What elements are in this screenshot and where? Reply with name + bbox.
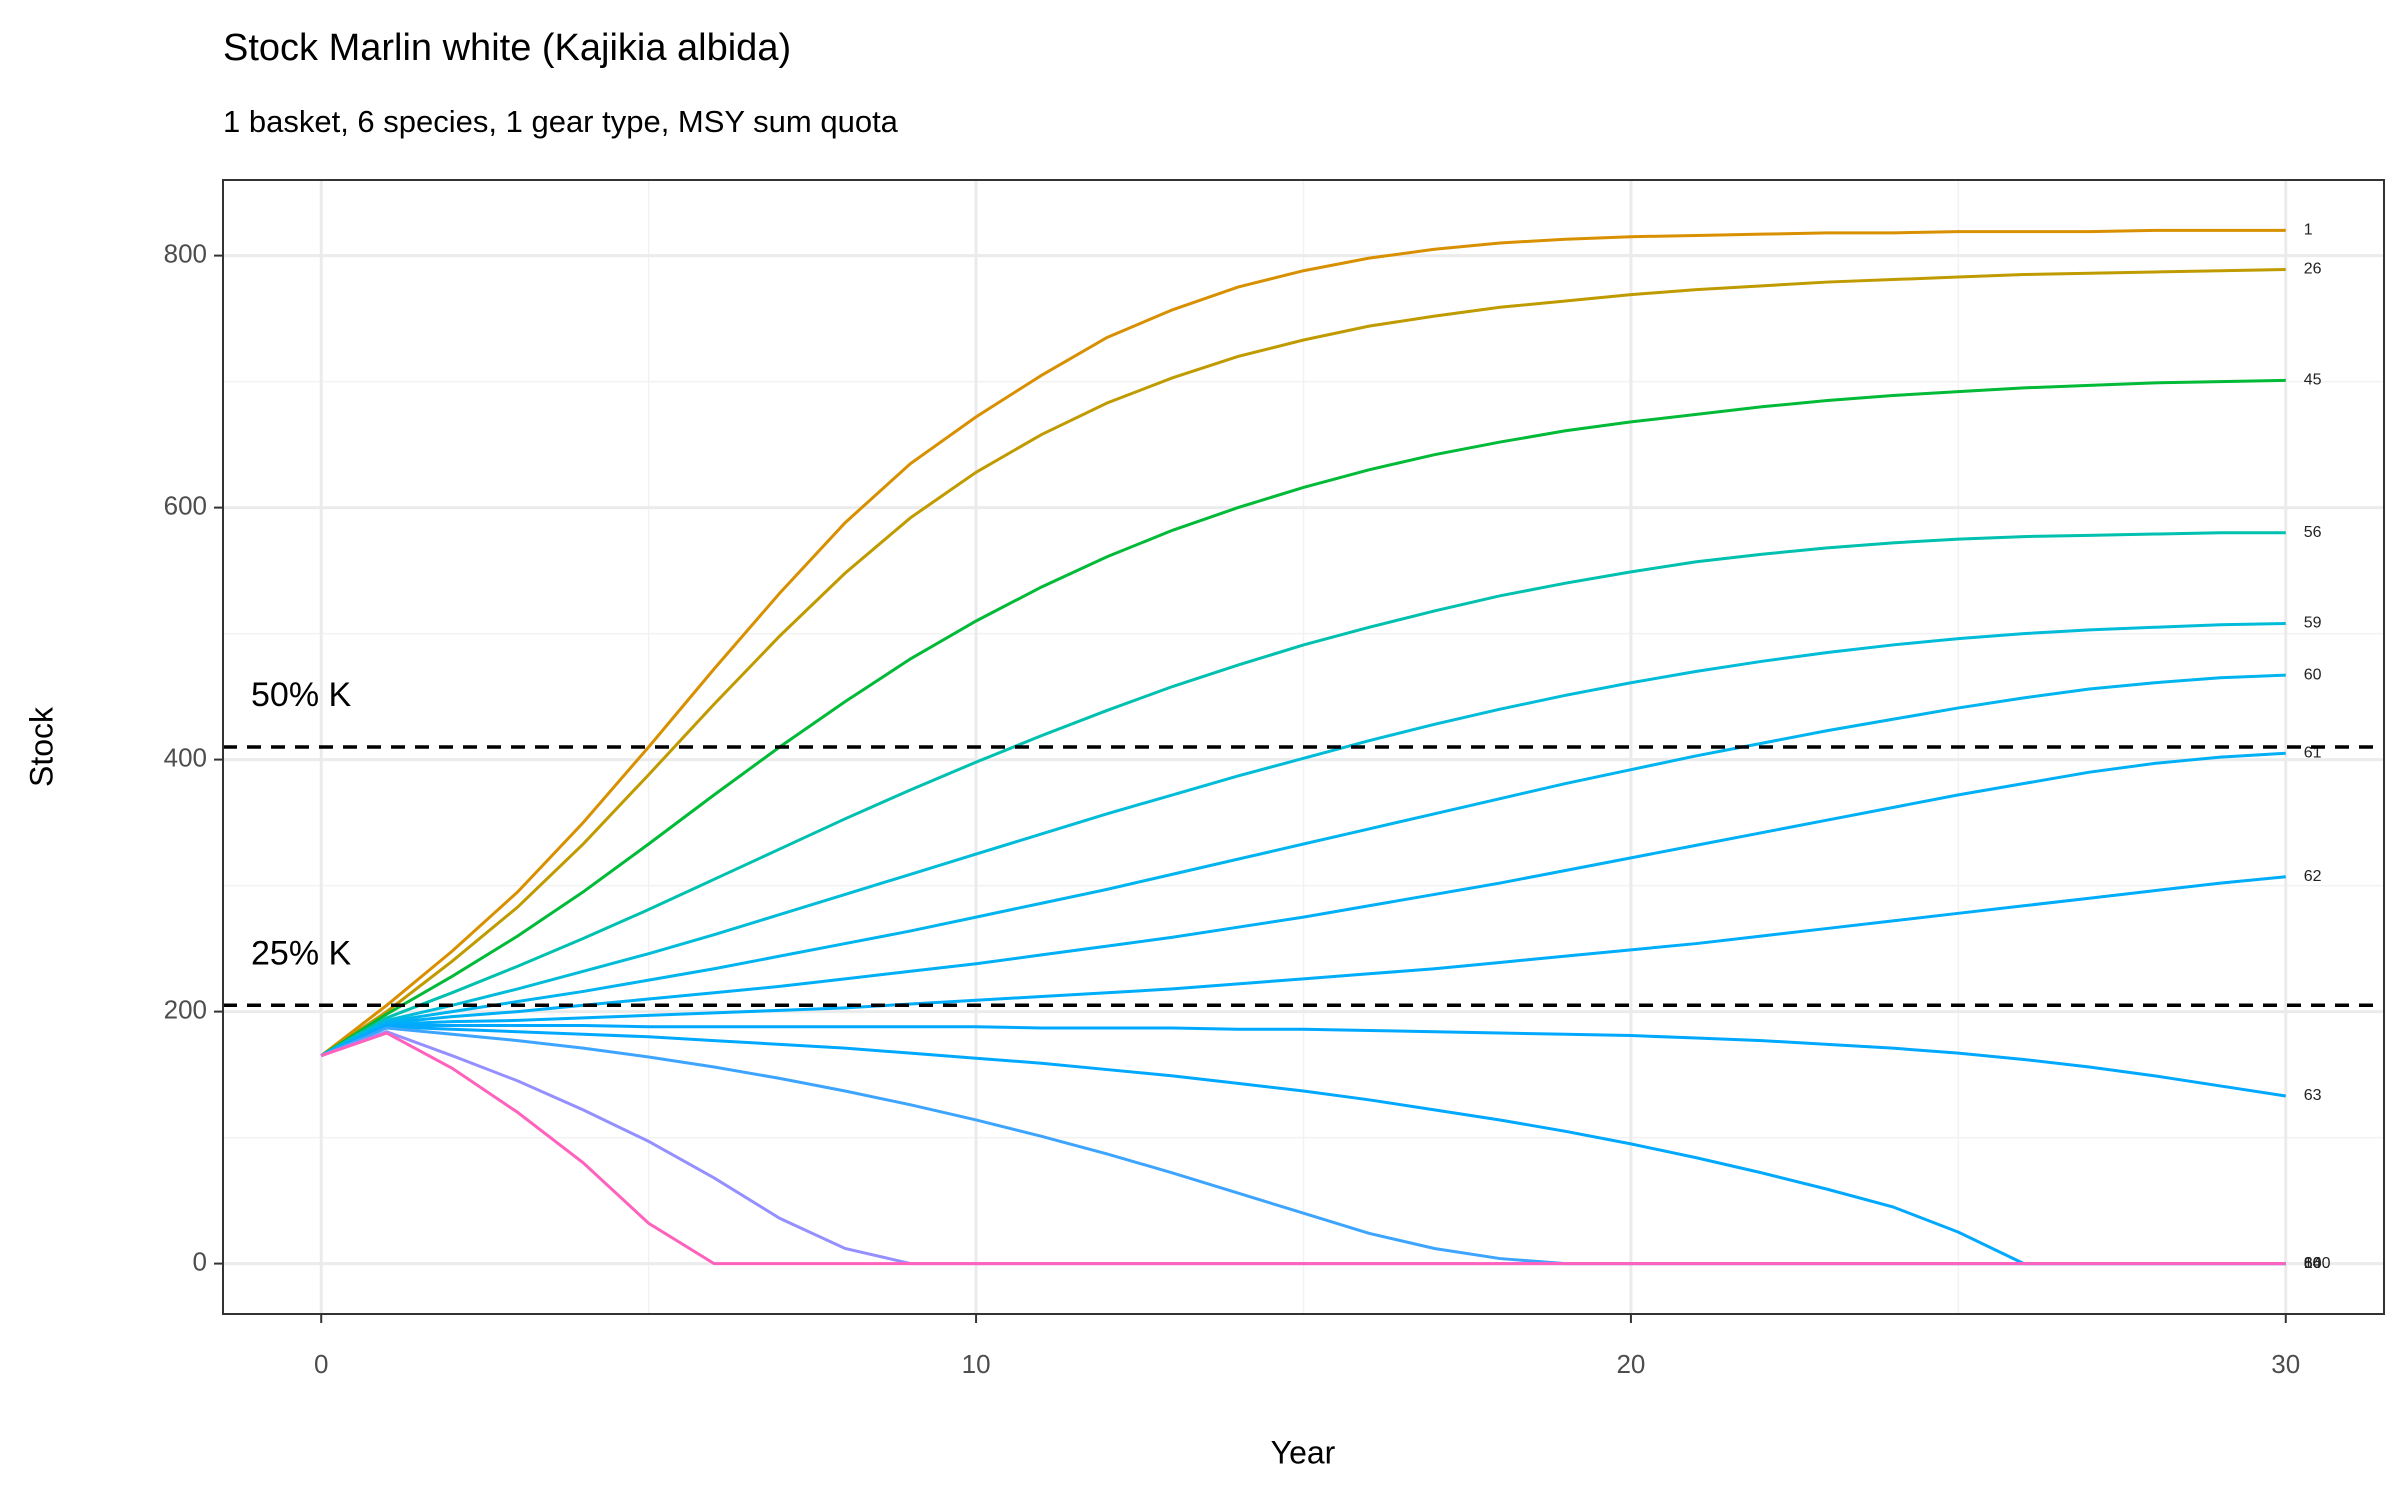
series-end-label: 66 (2304, 1255, 2322, 1272)
series-line (320, 228, 2286, 1057)
plot-border (222, 179, 2385, 1315)
series-end-label: 45 (2304, 372, 2322, 389)
y-tick-label: 800 (164, 238, 207, 268)
x-tick-label: 30 (2271, 1349, 2300, 1379)
series-end-label: 61 (2304, 745, 2322, 762)
series-end-label: 60 (2304, 666, 2322, 683)
reference-label: 25% K (251, 934, 351, 972)
x-tick-label: 10 (962, 1349, 991, 1379)
y-tick-label: 400 (164, 742, 207, 772)
series-line (320, 1025, 2286, 1266)
x-tick-label: 0 (314, 1349, 328, 1379)
series-line (320, 378, 2286, 1057)
series-end-label: 56 (2304, 524, 2322, 541)
y-axis-label: Stock (23, 706, 59, 787)
series-line (320, 673, 2286, 1058)
series-end-label: 62 (2304, 868, 2322, 885)
series-line (320, 267, 2286, 1057)
series-line (320, 875, 2286, 1058)
series-end-label: 100 (2304, 1255, 2331, 1272)
series-end-label: 80 (2304, 1255, 2322, 1272)
series-end-label: 1 (2304, 222, 2313, 239)
x-tick-label: 20 (1616, 1349, 1645, 1379)
series-line (320, 751, 2286, 1058)
series-line (320, 1023, 2287, 1098)
y-tick-label: 0 (193, 1246, 207, 1276)
series-end-label: 64 (2304, 1255, 2322, 1272)
chart-subtitle: 1 basket, 6 species, 1 gear type, MSY su… (223, 104, 899, 139)
x-axis-label: Year (1271, 1434, 1336, 1470)
reference-label: 50% K (251, 676, 351, 714)
series-end-label: 26 (2304, 261, 2322, 278)
series-line (320, 622, 2286, 1058)
series-end-label: 63 (2304, 1087, 2322, 1104)
series-line (320, 531, 2286, 1057)
y-tick-label: 200 (164, 994, 207, 1024)
chart-title: Stock Marlin white (Kajikia albida) (223, 27, 791, 69)
series-line (320, 1031, 2286, 1266)
series-end-label: 59 (2304, 615, 2322, 632)
y-tick-label: 600 (164, 490, 207, 520)
